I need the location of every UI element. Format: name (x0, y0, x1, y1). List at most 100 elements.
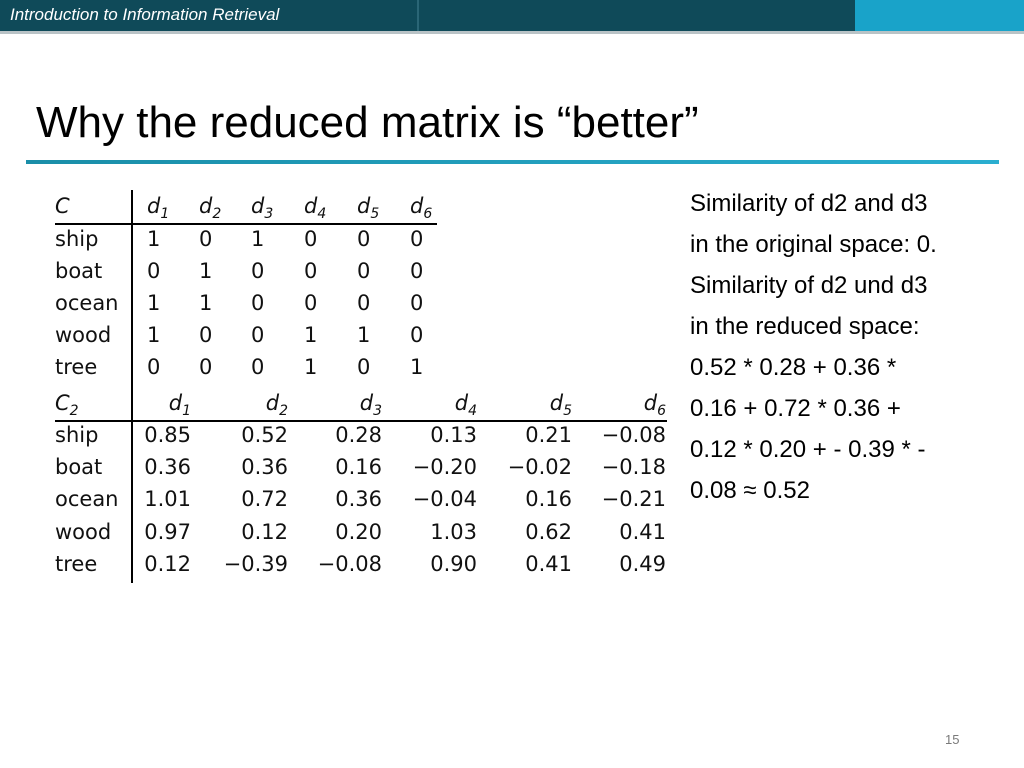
symbol: d (304, 194, 318, 218)
cell: 0.16 (335, 455, 382, 479)
column-header: d3 (360, 391, 382, 419)
cell: 1 (147, 323, 161, 347)
matrix-vertical-rule (131, 190, 133, 583)
cell: −0.02 (507, 455, 572, 479)
row-label: wood (55, 520, 112, 544)
cell: 1 (199, 259, 213, 283)
cell: 0 (304, 291, 318, 315)
cell: 0.36 (335, 487, 382, 511)
symbol: d (454, 391, 469, 415)
cell: 0.41 (619, 520, 666, 544)
cell: −0.20 (412, 455, 477, 479)
cell: 0 (251, 259, 265, 283)
header-bar (0, 0, 855, 31)
matrix-corner: C2 (55, 391, 79, 419)
header-title: Introduction to Information Retrieval (10, 5, 280, 24)
cell: −0.08 (317, 552, 382, 576)
symbol: d (168, 391, 183, 415)
column-header: d5 (550, 391, 572, 419)
header-accent (855, 0, 1024, 31)
cell: −0.08 (601, 423, 666, 447)
cell: −0.39 (223, 552, 288, 576)
symbol: C (55, 391, 70, 415)
symbol: d (359, 391, 374, 415)
cell: 0.90 (430, 552, 477, 576)
subscript: 2 (212, 206, 222, 223)
cell: 0 (251, 291, 265, 315)
column-header: d6 (644, 391, 666, 419)
column-header: d2 (199, 194, 221, 222)
symbol: d (410, 194, 424, 218)
subscript: 4 (317, 206, 327, 223)
explanation-line: 0.16 + 0.72 * 0.36 + (690, 395, 901, 422)
cell: 0.62 (525, 520, 572, 544)
cell: 1 (199, 291, 213, 315)
symbol: d (265, 391, 280, 415)
cell: 0 (410, 259, 424, 283)
column-header: d1 (147, 194, 169, 222)
subscript: 2 (279, 403, 288, 420)
cell: 0 (199, 323, 213, 347)
matrix-corner: C (55, 194, 70, 218)
explanation-line: Similarity of d2 and d3 (690, 190, 928, 217)
cell: 0.12 (241, 520, 288, 544)
subscript: 6 (423, 206, 433, 223)
column-header: d4 (304, 194, 326, 222)
column-header: d5 (357, 194, 379, 222)
symbol: d (549, 391, 564, 415)
cell: 0 (357, 355, 371, 379)
cell: 0.97 (144, 520, 191, 544)
cell: 0 (357, 227, 371, 251)
column-header: d4 (455, 391, 477, 419)
cell: 0.36 (241, 455, 288, 479)
cell: −0.18 (601, 455, 666, 479)
row-label: boat (55, 455, 103, 479)
cell: 0.21 (525, 423, 572, 447)
cell: 0.20 (335, 520, 382, 544)
symbol: d (147, 194, 161, 218)
cell: 0.49 (619, 552, 666, 576)
row-label: tree (55, 552, 98, 576)
cell: 0.41 (525, 552, 572, 576)
explanation-line: in the original space: 0. (690, 231, 937, 258)
subscript: 2 (69, 403, 79, 420)
cell: 0 (357, 291, 371, 315)
cell: 0.13 (430, 423, 477, 447)
title-rule (26, 160, 999, 164)
cell: 0 (357, 259, 371, 283)
cell: 0 (410, 227, 424, 251)
cell: −0.21 (601, 487, 666, 511)
symbol: C (55, 194, 70, 218)
row-label: ocean (55, 487, 119, 511)
cell: 1 (304, 323, 318, 347)
subscript: 6 (657, 403, 666, 420)
row-label: wood (55, 323, 112, 347)
row-label: ocean (55, 291, 119, 315)
subscript: 4 (468, 403, 477, 420)
subscript: 3 (264, 206, 274, 223)
cell: 0 (251, 323, 265, 347)
cell: 0 (147, 355, 161, 379)
cell: 0 (199, 227, 213, 251)
cell: 0.52 (241, 423, 288, 447)
cell: 1.03 (430, 520, 477, 544)
matrix-c2-header-rule (55, 420, 667, 422)
cell: 1 (251, 227, 265, 251)
subscript: 1 (182, 403, 191, 420)
cell: 0.16 (525, 487, 572, 511)
column-header: d3 (251, 194, 273, 222)
symbol: d (643, 391, 658, 415)
row-label: tree (55, 355, 98, 379)
matrix-c-header-rule (55, 223, 437, 225)
cell: 0.36 (144, 455, 191, 479)
cell: −0.04 (412, 487, 477, 511)
slide-title: Why the reduced matrix is “better” (36, 98, 699, 147)
cell: 0.85 (144, 423, 191, 447)
subscript: 5 (563, 403, 572, 420)
cell: 0 (251, 355, 265, 379)
cell: 1 (147, 227, 161, 251)
explanation-line: 0.52 * 0.28 + 0.36 * (690, 354, 897, 381)
row-label: ship (55, 423, 99, 447)
column-header: d1 (169, 391, 191, 419)
column-header: d2 (266, 391, 288, 419)
